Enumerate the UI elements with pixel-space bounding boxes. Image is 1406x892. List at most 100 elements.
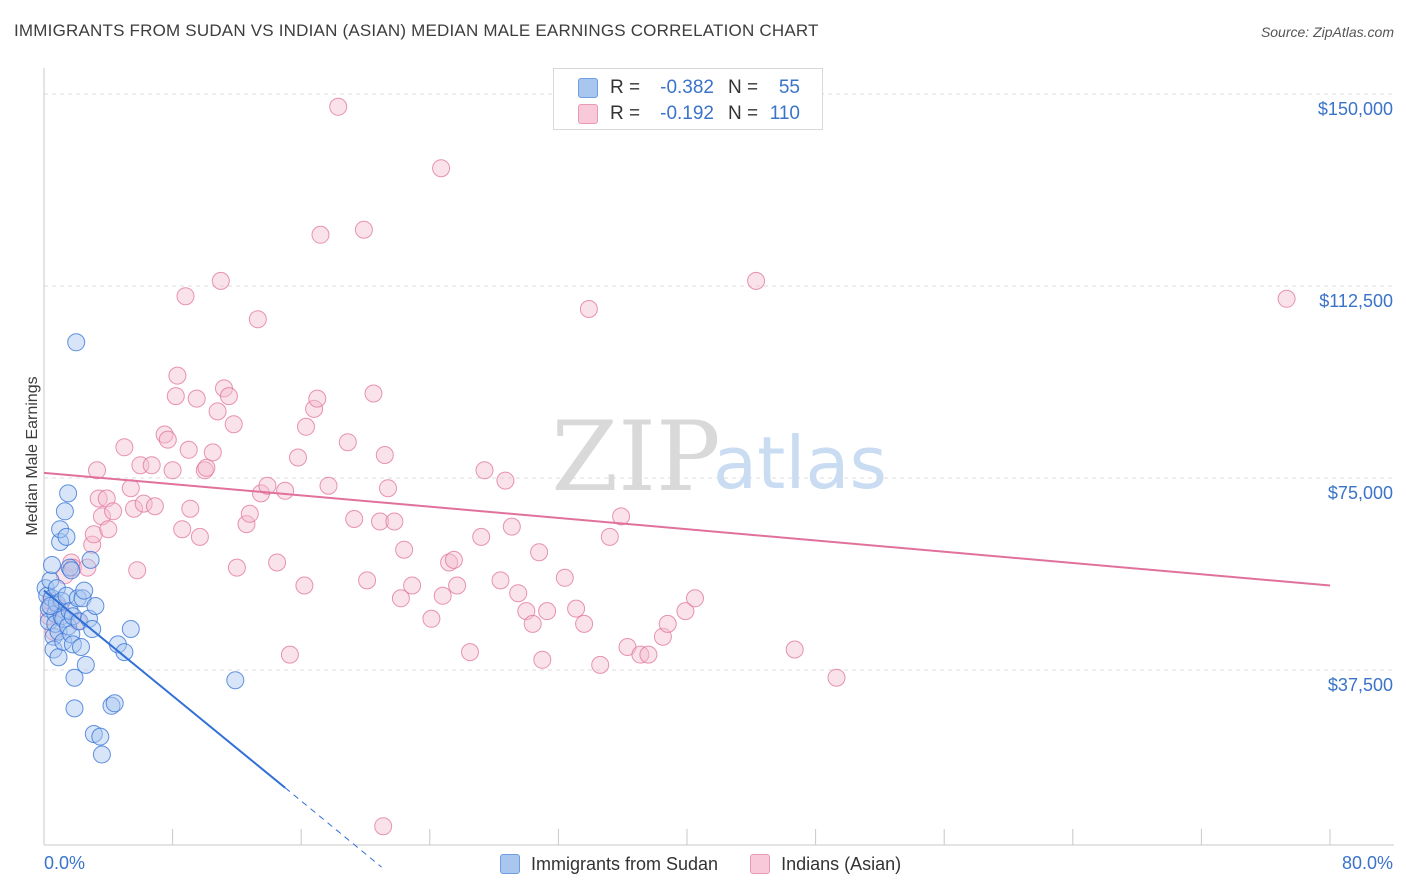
point-sudan <box>75 581 94 600</box>
point-sudan <box>43 556 61 574</box>
point-indian <box>115 438 134 457</box>
point-indian <box>747 271 766 290</box>
point-indian <box>509 584 528 603</box>
point-indian <box>268 553 287 572</box>
point-indian <box>403 576 422 595</box>
point-indian <box>432 159 451 178</box>
point-indian <box>297 417 315 436</box>
point-indian <box>374 817 393 836</box>
point-indian <box>530 543 549 562</box>
trend-line-indian <box>43 471 1331 587</box>
n-value: 55 <box>778 77 800 98</box>
chart-title: IMMIGRANTS FROM SUDAN VS INDIAN (ASIAN) … <box>14 21 819 40</box>
point-sudan <box>102 696 121 715</box>
point-sudan <box>57 586 76 605</box>
stats-swatch-indian <box>578 104 598 124</box>
r-label: R = <box>610 103 641 124</box>
point-indian <box>305 399 324 418</box>
point-sudan <box>65 668 84 687</box>
r-label: R = <box>610 77 641 98</box>
point-indian <box>158 430 177 449</box>
point-indian <box>395 540 414 559</box>
watermark-zip: ZIP <box>551 401 720 513</box>
point-indian <box>237 515 256 534</box>
legend-item-sudan[interactable]: Immigrants from Sudan <box>500 854 718 875</box>
y-tick-label: $37,500 <box>1328 675 1393 695</box>
point-indian <box>104 502 123 521</box>
point-indian <box>600 527 619 546</box>
point-indian <box>197 458 216 477</box>
point-sudan <box>65 699 84 718</box>
point-indian <box>125 499 143 518</box>
point-indian <box>676 602 695 621</box>
point-indian <box>179 440 198 459</box>
point-sudan <box>121 620 140 638</box>
point-sudan <box>105 694 124 713</box>
x-tick-label: 0.0% <box>44 853 85 873</box>
point-indian <box>176 287 195 306</box>
point-sudan <box>91 727 110 746</box>
point-indian <box>219 387 238 406</box>
point-indian <box>319 476 338 495</box>
r-value: -0.382 <box>660 77 714 98</box>
point-indian <box>612 507 631 526</box>
point-sudan <box>55 502 74 521</box>
point-indian <box>827 668 846 687</box>
y-tick-label: $112,500 <box>1319 291 1393 311</box>
watermark-atlas: atlas <box>713 421 887 505</box>
point-indian <box>99 520 118 539</box>
legend-label-sudan: Immigrants from Sudan <box>531 853 719 874</box>
point-sudan <box>72 638 90 656</box>
point-indian <box>329 97 348 116</box>
y-tick-labels: $37,500 $75,000 $112,500 $150,000 <box>1318 99 1393 695</box>
point-indian <box>538 602 557 621</box>
trend-lines <box>43 471 1331 868</box>
point-sudan <box>57 527 76 546</box>
point-indian <box>166 387 185 406</box>
legend-swatch-sudan <box>500 854 520 874</box>
point-indian <box>433 586 452 605</box>
x-tick-labels: 0.0% 80.0% <box>44 853 1393 873</box>
point-indian <box>472 527 491 546</box>
point-sudan <box>92 745 111 764</box>
point-indian <box>84 525 103 544</box>
trend-line-sudan <box>43 589 286 789</box>
point-indian <box>440 553 459 572</box>
data-points <box>36 97 1296 836</box>
point-sudan <box>51 520 70 539</box>
point-indian <box>448 576 467 595</box>
legend-item-indian[interactable]: Indians (Asian) <box>750 854 901 875</box>
point-indian <box>502 517 521 536</box>
stats-box: R = -0.382 N = 55 R = -0.192 N = 110 <box>553 68 823 130</box>
series-sudan <box>36 333 245 764</box>
point-sudan <box>76 655 95 674</box>
point-indian <box>155 425 174 444</box>
x-tick-label: 80.0% <box>1342 853 1393 873</box>
stats-row-indian: R = -0.192 N = 110 <box>578 101 800 127</box>
y-tick-label: $75,000 <box>1328 483 1393 503</box>
point-indian <box>533 650 552 669</box>
point-indian <box>475 461 494 480</box>
n-value: 110 <box>769 103 800 124</box>
point-indian <box>567 599 586 618</box>
stats-swatch-sudan <box>578 78 598 98</box>
point-indian <box>345 510 364 528</box>
watermark: ZIP atlas <box>551 401 887 513</box>
point-indian <box>1277 289 1296 308</box>
point-indian <box>248 310 267 329</box>
source-credit: Source: ZipAtlas.com <box>1260 24 1394 40</box>
point-indian <box>203 443 222 462</box>
legend-label-indian: Indians (Asian) <box>781 853 902 874</box>
point-indian <box>142 456 161 475</box>
point-indian <box>211 271 230 290</box>
point-indian <box>276 481 295 500</box>
point-indian <box>385 512 404 531</box>
point-indian <box>190 527 209 546</box>
point-indian <box>523 614 542 633</box>
point-indian <box>121 479 140 498</box>
point-indian <box>444 550 463 569</box>
point-indian <box>375 446 394 464</box>
point-indian <box>785 640 804 659</box>
point-sudan <box>86 597 105 615</box>
